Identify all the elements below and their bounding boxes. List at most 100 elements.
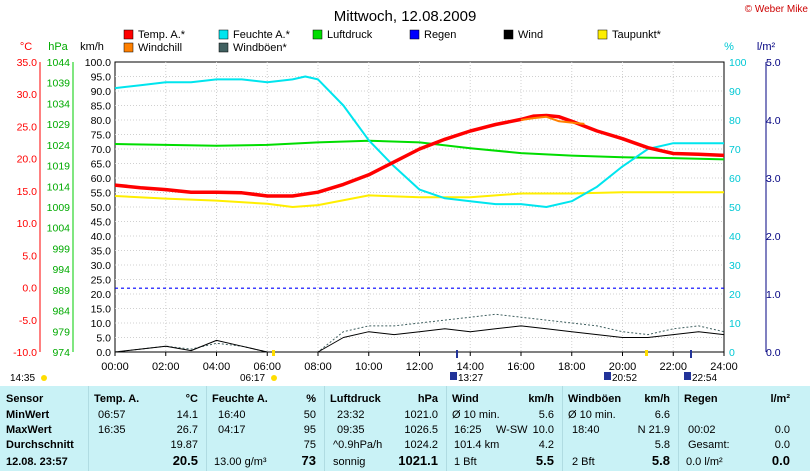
gust-avg-value: 5.8 [654, 439, 670, 451]
wind-current-value: 5.5 [535, 453, 554, 468]
wind-tick-label: 35.0 [91, 246, 112, 258]
legend: Temp. A.* Feuchte A.* Luftdruck Regen Wind Ta… [123, 29, 662, 54]
x-tick-label: 16:00 [507, 361, 535, 373]
series-line [114, 75, 724, 208]
legend-label: Windböen* [233, 42, 288, 54]
press-tick-label: 994 [52, 264, 70, 276]
moon-icon [604, 372, 611, 380]
legend-swatch [123, 29, 134, 40]
press-current-value: 1021.1 [398, 453, 438, 468]
humid-tick-label: 10 [729, 318, 741, 330]
temp-avg-value: 19.87 [170, 439, 198, 451]
rain-tick-label: 0.0 [766, 347, 781, 359]
wind-tick-label: 75.0 [91, 130, 112, 142]
x-tick-label: 12:00 [406, 361, 434, 373]
legend-swatch [597, 29, 608, 40]
legend-label: Windchill [138, 42, 182, 54]
humid-tick-label: 0 [729, 347, 735, 359]
gust-avg10-label: Ø 10 min. [568, 409, 616, 421]
temp-max-time: 16:35 [98, 424, 126, 436]
humid-unit: % [306, 393, 316, 405]
rain-total-label: Gesamt: [688, 439, 730, 451]
rain-tick-label: 1.0 [766, 289, 781, 301]
series-line [114, 113, 725, 198]
rain-tick-label: 2.0 [766, 231, 781, 243]
press-tick-label: 1019 [47, 161, 71, 173]
markers: 14:35 06:17 13:27 20:52 22:54 [10, 350, 717, 384]
press-max-value: 1026.5 [404, 424, 438, 436]
press-tick-label: 1009 [47, 202, 71, 214]
press-tick-label: 1029 [47, 119, 71, 131]
wind-tick-label: 85.0 [91, 101, 112, 113]
x-tick-label: 18:00 [558, 361, 586, 373]
temp-tick-label: -5.0 [19, 315, 37, 327]
gust-current-value: 5.8 [651, 453, 670, 468]
temp-unit: °C [185, 393, 198, 405]
x-axis: 00:00 02:00 04:00 06:00 08:00 10:00 12:00 14:00… [101, 352, 738, 373]
row-label-current: 12.08. 23:57 [6, 456, 68, 468]
press-tick-label: 1034 [47, 98, 71, 110]
press-tick-label: 984 [52, 306, 70, 318]
humid-max-time: 04:17 [218, 424, 246, 436]
humid-current-value: 73 [301, 453, 316, 468]
rain-max-value: 0.0 [774, 424, 790, 436]
event-marker [272, 350, 275, 356]
row-label-sensor: Sensor [6, 393, 44, 405]
press-tick-label: 999 [52, 243, 70, 255]
humid-tick-label: 100 [729, 57, 747, 69]
wind-tick-label: 80.0 [91, 115, 112, 127]
wind-unit: km/h [528, 393, 554, 405]
press-avg-value: 1024.2 [404, 439, 438, 451]
press-max-time: 09:35 [337, 424, 365, 436]
temp-tick-label: 0.0 [22, 283, 37, 295]
humid-avg-value: 75 [303, 439, 316, 451]
press-forecast: sonnig [333, 456, 366, 468]
rain-tick-label: 4.0 [766, 115, 781, 127]
wind-tick-label: 95.0 [91, 72, 112, 84]
press-tick-label: 1004 [47, 223, 71, 235]
humid-min-value: 50 [303, 409, 316, 421]
gust-header: Windböen [568, 393, 622, 405]
press-header: Luftdruck [330, 393, 381, 405]
press-tick-label: 1024 [47, 140, 71, 152]
temp-tick-label: -10.0 [13, 347, 37, 359]
wind-tick-label: 30.0 [91, 260, 112, 272]
humid-tick-label: 70 [729, 144, 741, 156]
humid-tick-label: 90 [729, 86, 741, 98]
rain-current-value: 0.0 [771, 453, 790, 468]
wind-tick-label: 5.0 [96, 333, 111, 345]
wind-tick-label: 0.0 [96, 347, 111, 359]
wind-header: Wind [452, 393, 479, 405]
series-line [114, 139, 725, 161]
rain-today: 0.0 l/m² [686, 456, 723, 468]
humid-tick-label: 80 [729, 115, 741, 127]
press-unit-label: hPa [48, 41, 68, 53]
press-tick-label: 974 [52, 347, 70, 359]
temp-tick-label: 30.0 [17, 89, 38, 101]
marker-label: 22:54 [692, 373, 717, 384]
x-tick-label: 14:00 [456, 361, 484, 373]
marker-label: 20:52 [612, 373, 637, 384]
event-marker [456, 350, 458, 358]
rain-header: Regen [684, 393, 718, 405]
wind-beaufort: 1 Bft [454, 456, 477, 468]
legend-swatch [409, 29, 420, 40]
axes: 35.0 30.0 25.0 20.0 15.0 10.0 5.0 0.0 -5.0 -10.0 1… [13, 41, 781, 359]
press-tick-label: 1014 [47, 181, 71, 193]
x-tick-label: 20:00 [609, 361, 637, 373]
wind-tick-label: 90.0 [91, 86, 112, 98]
weather-chart: Mittwoch, 12.08.2009 © Weber Mike Temp. … [10, 4, 808, 384]
press-tick-label: 1044 [47, 57, 71, 69]
wind-tick-label: 10.0 [91, 318, 112, 330]
x-tick-label: 06:00 [253, 361, 281, 373]
wind-avg-value: 4.2 [538, 439, 554, 451]
row-label-avg: Durchschnitt [6, 439, 74, 451]
wind-avg10-label: Ø 10 min. [452, 409, 500, 421]
temp-max-value: 26.7 [176, 424, 198, 436]
press-trend: ^0.9hPa/h [333, 439, 383, 451]
series-line [114, 325, 725, 353]
wind-tick-label: 40.0 [91, 231, 112, 243]
moon-icon [684, 372, 691, 380]
wind-tick-label: 55.0 [91, 188, 112, 200]
row-label-min: MinWert [6, 409, 50, 421]
